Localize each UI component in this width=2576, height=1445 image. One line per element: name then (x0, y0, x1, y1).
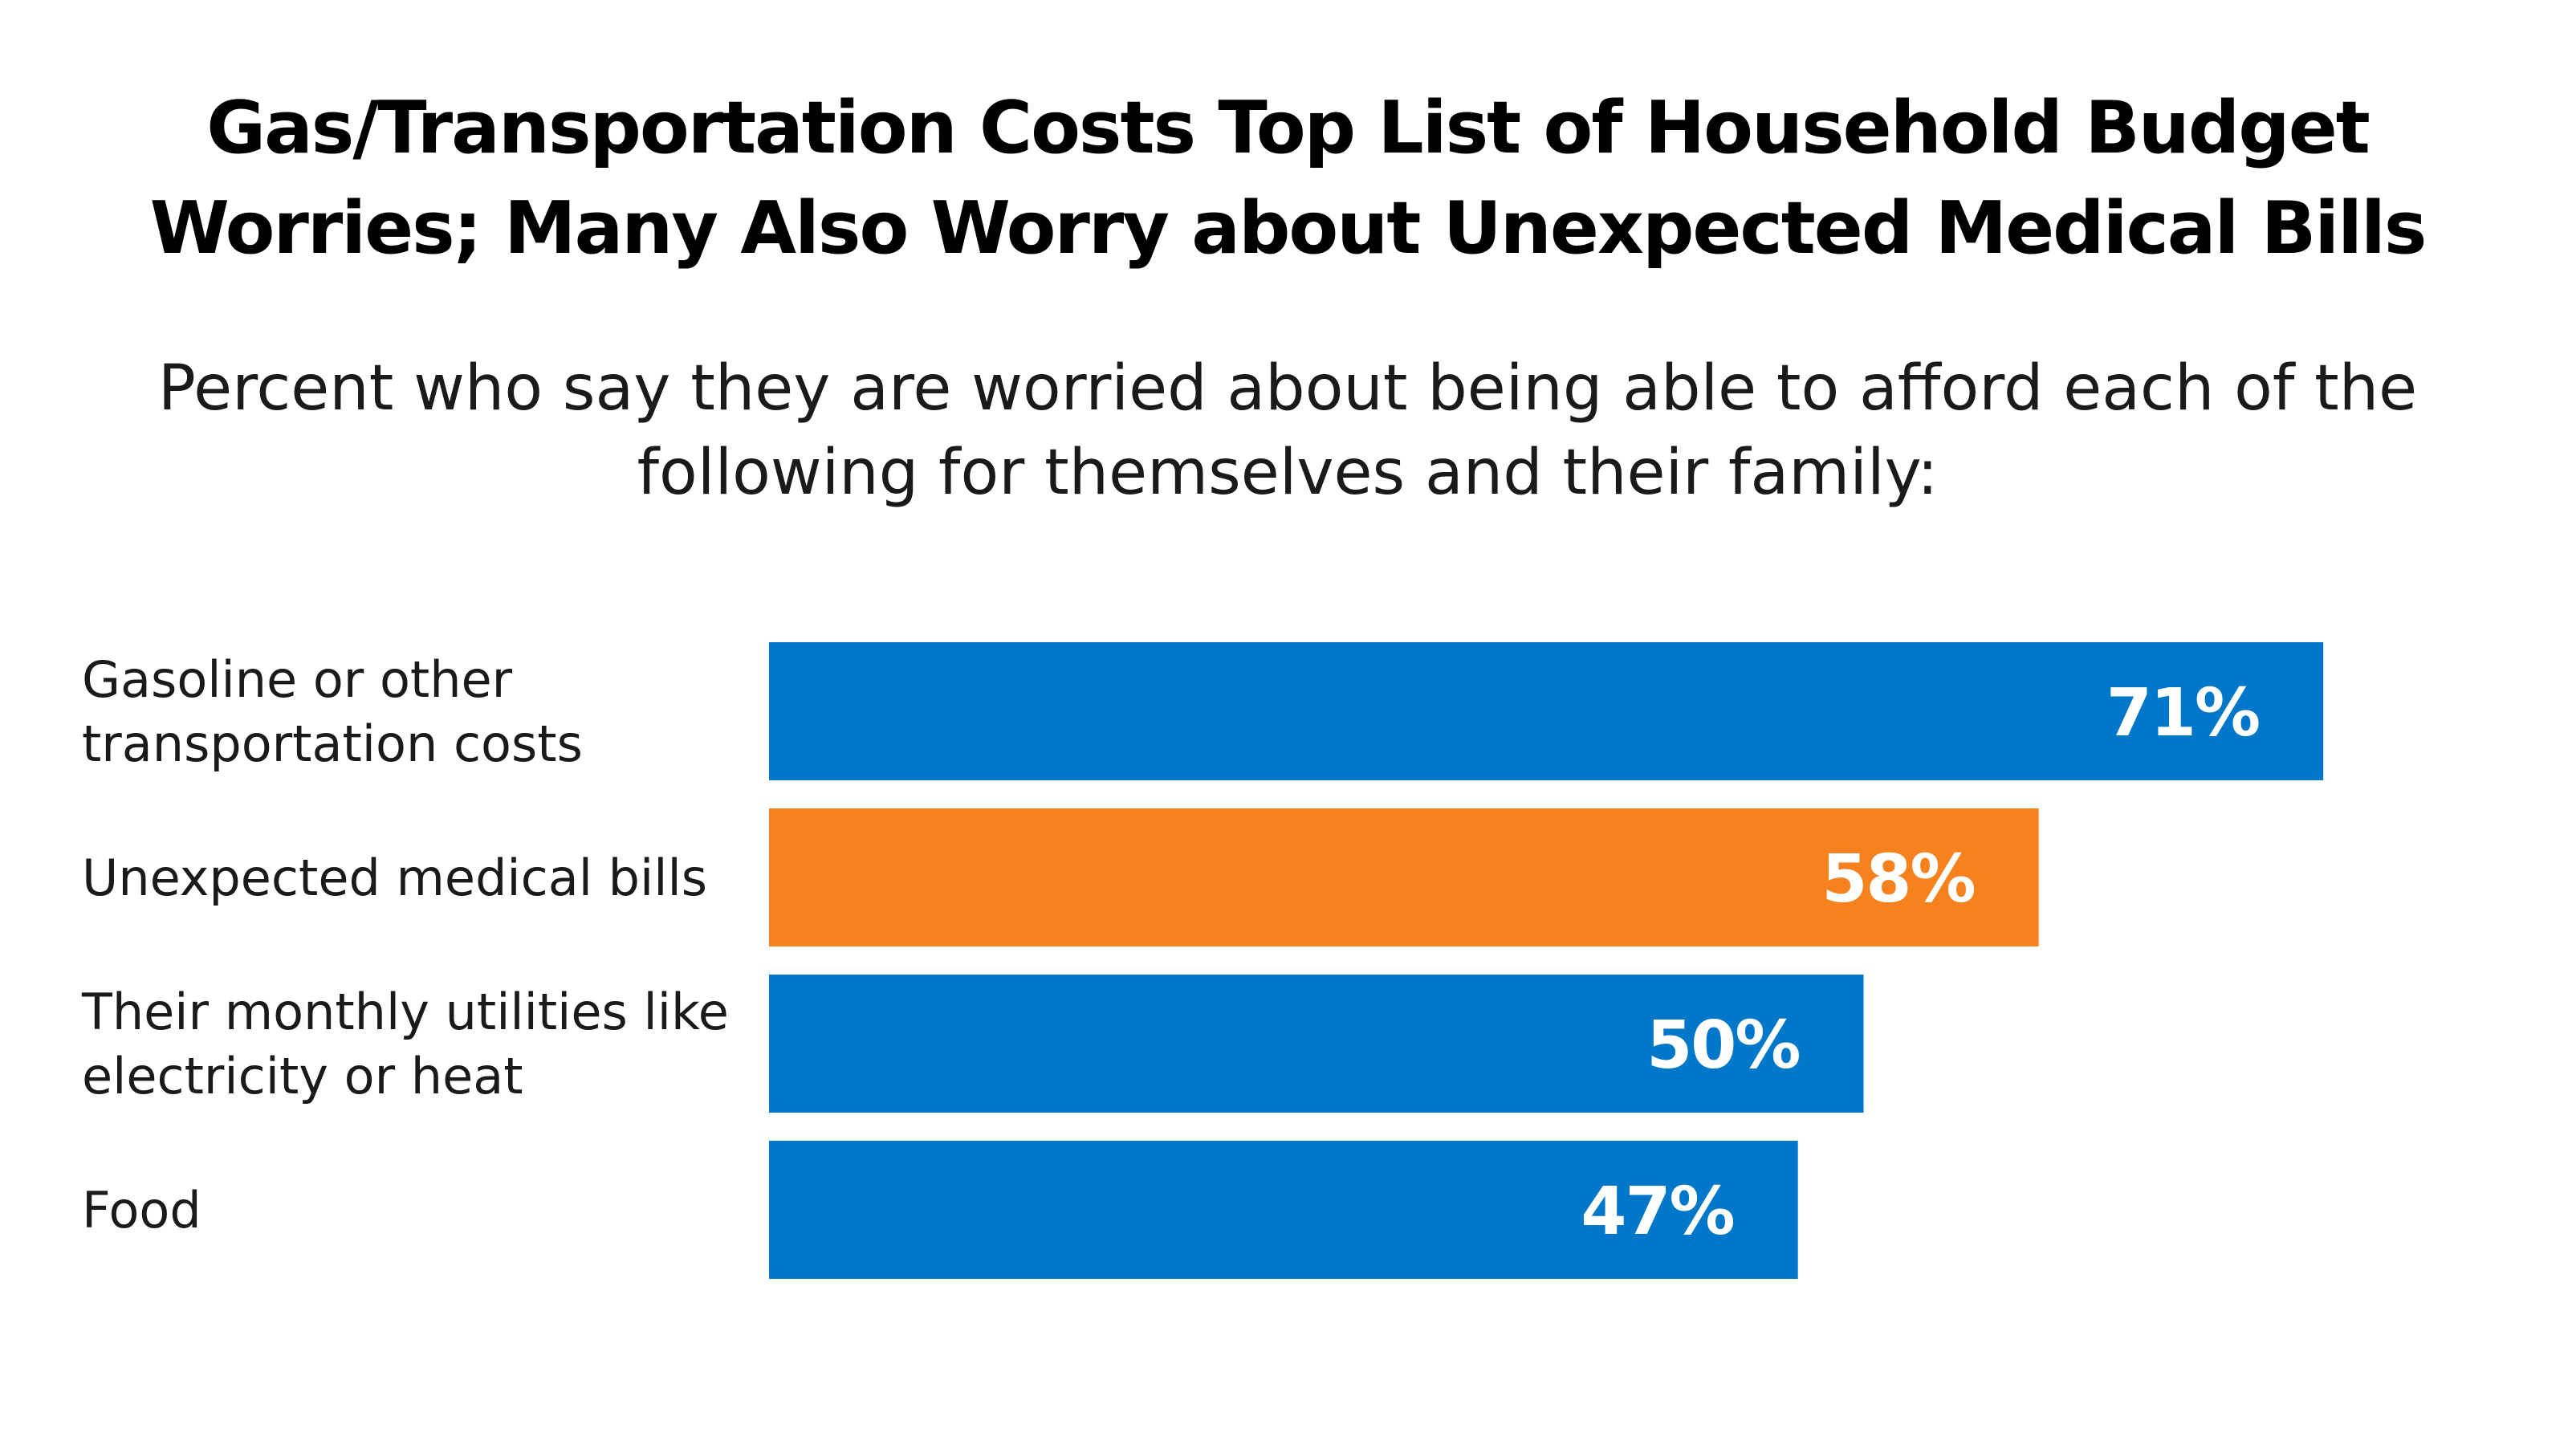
value-label-3: 50% (1646, 1007, 1799, 1084)
category-label-2: Unexpected medical bills (82, 849, 707, 907)
chart-title: Gas/Transportation Costs Top List of Hou… (150, 86, 2427, 271)
value-label-4: 47% (1581, 1174, 1733, 1250)
value-label-1: 71% (2106, 675, 2259, 751)
chart-subtitle-line-2: following for themselves and their famil… (637, 437, 1939, 509)
value-label-2: 58% (1821, 841, 1974, 918)
category-label-1-line-1: Gasoline or other (82, 650, 513, 709)
category-label-4: Food (82, 1181, 201, 1239)
bar-3 (769, 975, 1864, 1113)
category-label-3-line-2: electricity or heat (82, 1047, 523, 1105)
chart-title-line-1: Gas/Transportation Costs Top List of Hou… (206, 86, 2369, 170)
value-labels: 71% 58% 50% 47% (1581, 675, 2261, 1250)
category-labels: Gasoline or other transportation costs Une… (81, 650, 729, 1239)
category-label-1-line-2: transportation costs (82, 714, 583, 773)
chart-title-line-2: Worries; Many Also Worry about Unexpecte… (150, 186, 2426, 271)
category-label-4-line-1: Food (82, 1181, 201, 1239)
category-label-2-line-1: Unexpected medical bills (82, 849, 707, 907)
chart-subtitle-line-1: Percent who say they are worried about b… (158, 352, 2417, 425)
category-label-3-line-1: Their monthly utilities like (81, 983, 729, 1041)
chart-subtitle: Percent who say they are worried about b… (158, 352, 2417, 509)
bar-4 (769, 1141, 1798, 1279)
category-label-1: Gasoline or other transportation costs (82, 650, 583, 773)
bars (769, 642, 2324, 1279)
bar-1 (769, 642, 2324, 780)
bar-2 (769, 808, 2039, 946)
category-label-3: Their monthly utilities like electricity … (81, 983, 729, 1105)
